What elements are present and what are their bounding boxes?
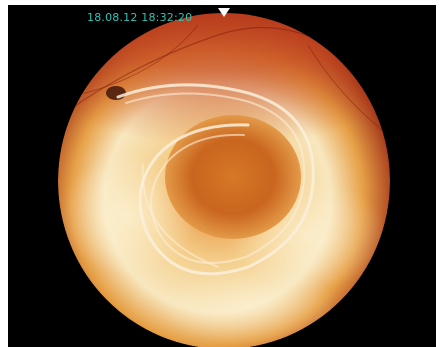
- endoscope-viewport: 18.08.12 18:32:20: [8, 5, 436, 347]
- central-lumen: [165, 115, 301, 239]
- alignment-notch: [218, 8, 230, 17]
- tissue-field: [58, 13, 390, 347]
- endoscopic-photo: [58, 8, 390, 347]
- ring-structure: [116, 83, 315, 276]
- timestamp-label: 18.08.12 18:32:20: [87, 11, 193, 24]
